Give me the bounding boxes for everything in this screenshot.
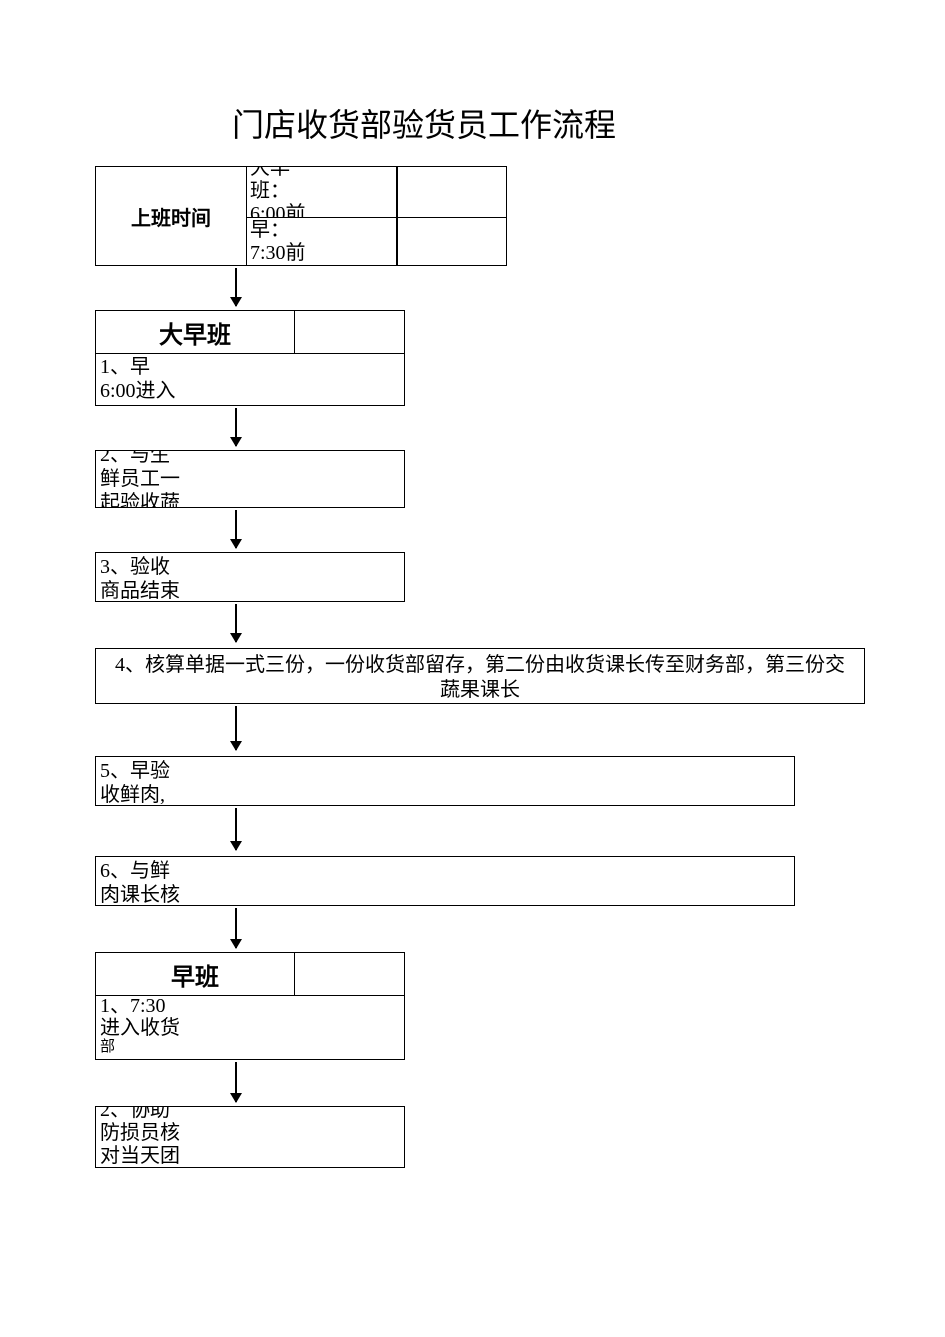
b9-line1: 2、协助 (100, 1106, 400, 1122)
b3-line1: 2、与生 (100, 450, 400, 467)
b8-line2: 进入收货 (100, 1017, 180, 1039)
label-work-time: 上班时间 (95, 166, 247, 266)
label-work-time-text: 上班时间 (131, 202, 211, 231)
header-early: 早班 (95, 952, 295, 996)
arrow-1 (235, 268, 237, 306)
header-early-right (294, 952, 405, 996)
b2-line1: 1、早 (100, 355, 176, 379)
box-step-2: 2、与生 鲜员工一 起验收蔬 (95, 450, 405, 508)
b6-line1: 5、早验 (100, 759, 790, 783)
box-early-step-2: 2、协助 防损员核 对当天团 (95, 1106, 405, 1168)
b4-line2: 商品结束 (100, 579, 400, 602)
sub-early-shift-b: 早： 7:30前 (246, 217, 398, 266)
b9-line3: 对当天团 (100, 1145, 400, 1168)
sub-early-shift-b-right (396, 217, 507, 266)
box-step-3: 3、验收 商品结束 (95, 552, 405, 602)
b2-line2: 6:00进入 (100, 379, 176, 403)
b9-line2: 防损员核 (100, 1122, 400, 1145)
b7-line1: 6、与鲜 (100, 859, 790, 883)
arrow-5 (235, 706, 237, 750)
body-early: 1、7:30 进入收货 部 (96, 993, 184, 1058)
header-big-early-text: 大早班 (159, 315, 231, 350)
body-big-early: 1、早 6:00进入 (96, 353, 180, 405)
box-early-shift: 早班 1、7:30 进入收货 部 (95, 952, 405, 1060)
b8-line3: 部 (100, 1039, 180, 1056)
arrow-7 (235, 908, 237, 948)
b3-line2: 鲜员工一 (100, 467, 400, 491)
header-early-text: 早班 (171, 957, 219, 992)
box-step-6: 6、与鲜 肉课长核 (95, 856, 795, 906)
header-big-early: 大早班 (95, 310, 295, 354)
b3-line3: 起验收蔬 (100, 491, 400, 508)
sub-early-shift-a-right (396, 166, 507, 218)
b4-line1: 3、验收 (100, 555, 400, 579)
sub-a-line3: 6:00前 (250, 203, 394, 218)
box-big-early-shift: 大早班 1、早 6:00进入 (95, 310, 405, 406)
box-work-time: 上班时间 大早 班： 6:00前 早： 7:30前 (95, 166, 507, 266)
arrow-2 (235, 408, 237, 446)
arrow-6 (235, 808, 237, 850)
sub-a-line2: 班： (250, 180, 394, 203)
sub-early-shift-a: 大早 班： 6:00前 (246, 166, 398, 218)
arrow-3 (235, 510, 237, 548)
b8-line1: 1、7:30 (100, 995, 180, 1017)
b6-line2: 收鲜肉, (100, 783, 790, 806)
page-title: 门店收货部验货员工作流程 (232, 100, 616, 146)
box-step-4: 4、核算单据一式三份，一份收货部留存，第二份由收货课长传至财务部，第三份交蔬果课… (95, 648, 865, 704)
header-big-early-right (294, 310, 405, 354)
b7-line2: 肉课长核 (100, 883, 790, 906)
b5-text: 4、核算单据一式三份，一份收货部留存，第二份由收货课长传至财务部，第三份交蔬果课… (102, 651, 858, 704)
arrow-8 (235, 1062, 237, 1102)
box-step-5: 5、早验 收鲜肉, (95, 756, 795, 806)
arrow-4 (235, 604, 237, 642)
sub-b-line2: 7:30前 (250, 242, 394, 265)
sub-b-line1: 早： (250, 219, 394, 242)
sub-a-line1: 大早 (250, 166, 394, 180)
